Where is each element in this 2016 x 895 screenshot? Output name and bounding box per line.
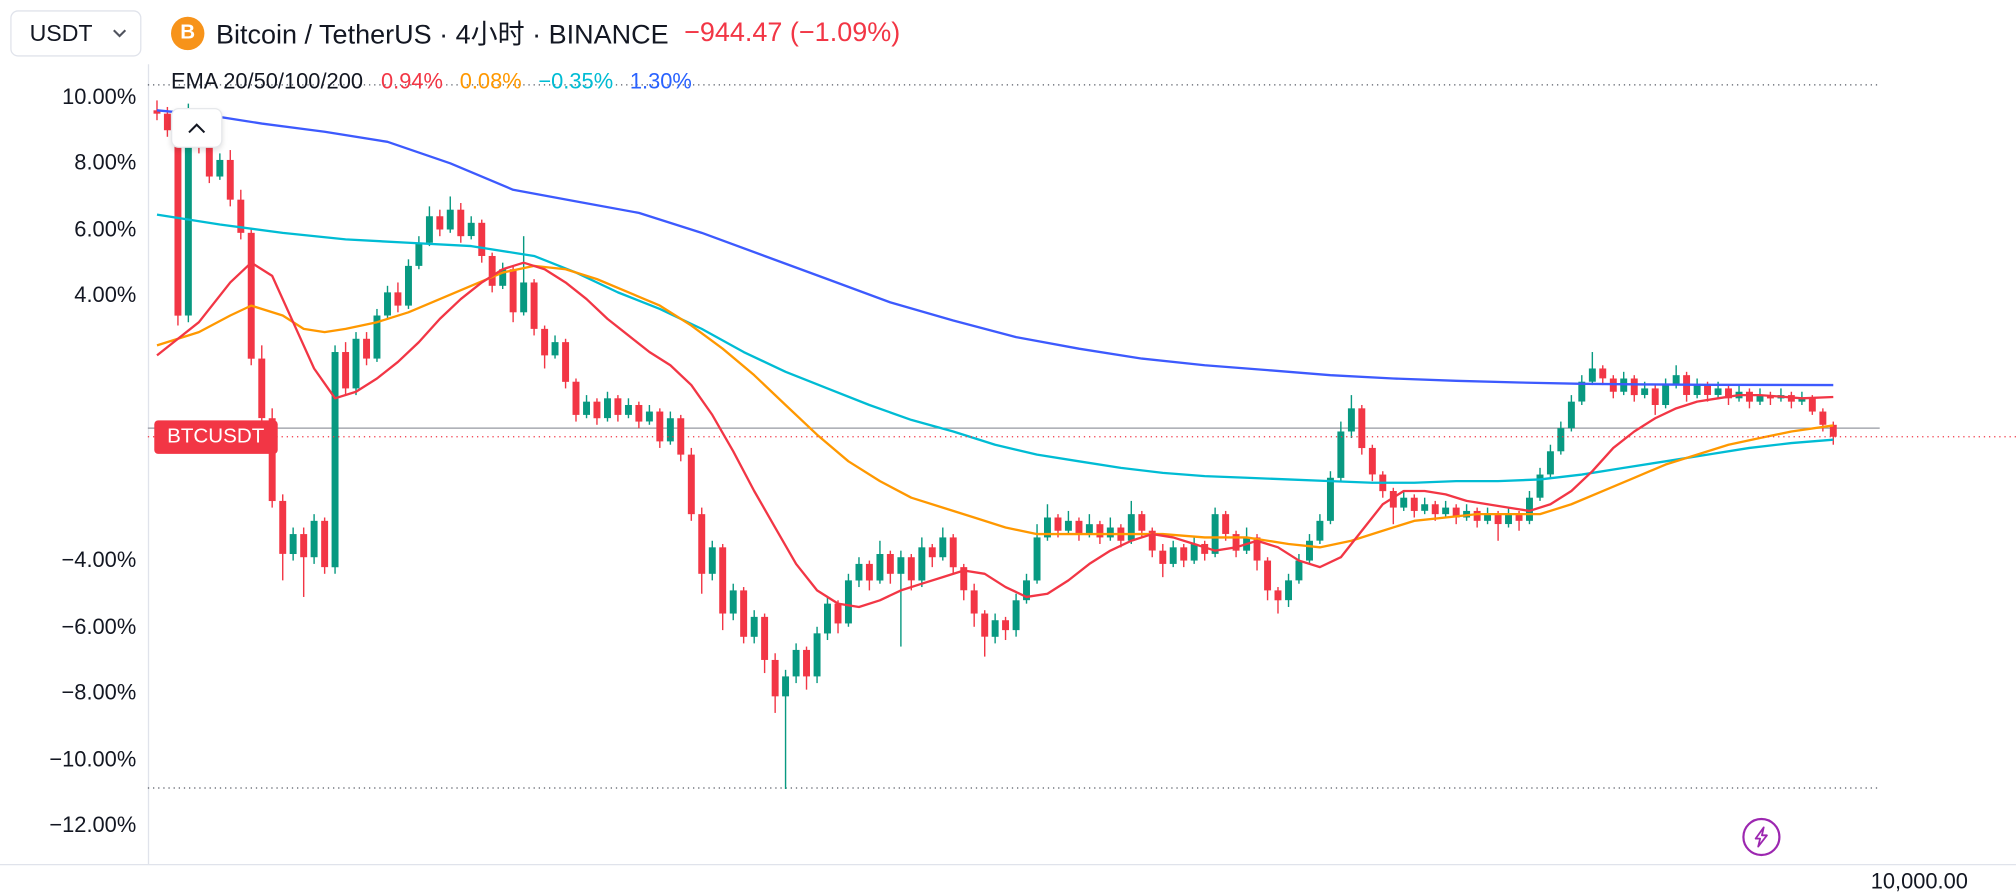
- ema-legend-value-2: −0.35%: [538, 69, 614, 94]
- indicator-legend[interactable]: EMA 20/50/100/200 0.94% 0.08% −0.35% 1.30%: [171, 69, 709, 95]
- collapse-indicators-button[interactable]: [170, 107, 223, 148]
- price-change: −944.47 (−1.09%): [684, 17, 901, 48]
- ema-legend-value-3: 1.30%: [629, 69, 692, 94]
- axis-tick-label: 10.00%: [62, 84, 137, 109]
- axis-tick-label: −10.00%: [49, 746, 137, 771]
- axis-tick-label: 8.00%: [74, 150, 137, 175]
- ema-legend-label: EMA 20/50/100/200: [170, 69, 364, 94]
- quote-currency-dropdown[interactable]: USDT: [10, 10, 142, 57]
- axis-tick-label: 6.00%: [74, 216, 137, 242]
- symbol-flag: BTCUSDT: [154, 420, 278, 454]
- axis-tick-label: −4.00%: [61, 547, 137, 573]
- axis-tick-label: −12.00%: [49, 812, 137, 837]
- axis-tick-label: −6.00%: [61, 613, 137, 639]
- ema-values: 0.94% 0.08% −0.35% 1.30%: [381, 69, 709, 95]
- bitcoin-icon: B: [170, 16, 205, 51]
- flash-mode-button[interactable]: [1741, 816, 1782, 857]
- ema-200-line: [156, 109, 1834, 387]
- ema-50-line: [156, 264, 1834, 549]
- chart-header: B Bitcoin / TetherUS · 4小时 · BINANCE −94…: [170, 14, 901, 53]
- ema-100-line: [156, 213, 1834, 484]
- axis-tick-label: −8.00%: [61, 680, 137, 705]
- quote-currency-value: USDT: [29, 19, 93, 46]
- ema-20-line: [156, 261, 1834, 609]
- price-scale-value: 10,000.00: [1870, 869, 1968, 894]
- ema-legend-value-0: 0.94%: [381, 69, 443, 94]
- chevron-down-icon: [113, 29, 127, 38]
- axis-tick-label: 4.00%: [74, 282, 137, 308]
- chevron-up-icon: [188, 122, 206, 133]
- lightning-icon: [1742, 817, 1781, 857]
- ema-legend-value-1: 0.08%: [459, 69, 522, 94]
- symbol-title[interactable]: Bitcoin / TetherUS · 4小时 · BINANCE: [215, 20, 669, 51]
